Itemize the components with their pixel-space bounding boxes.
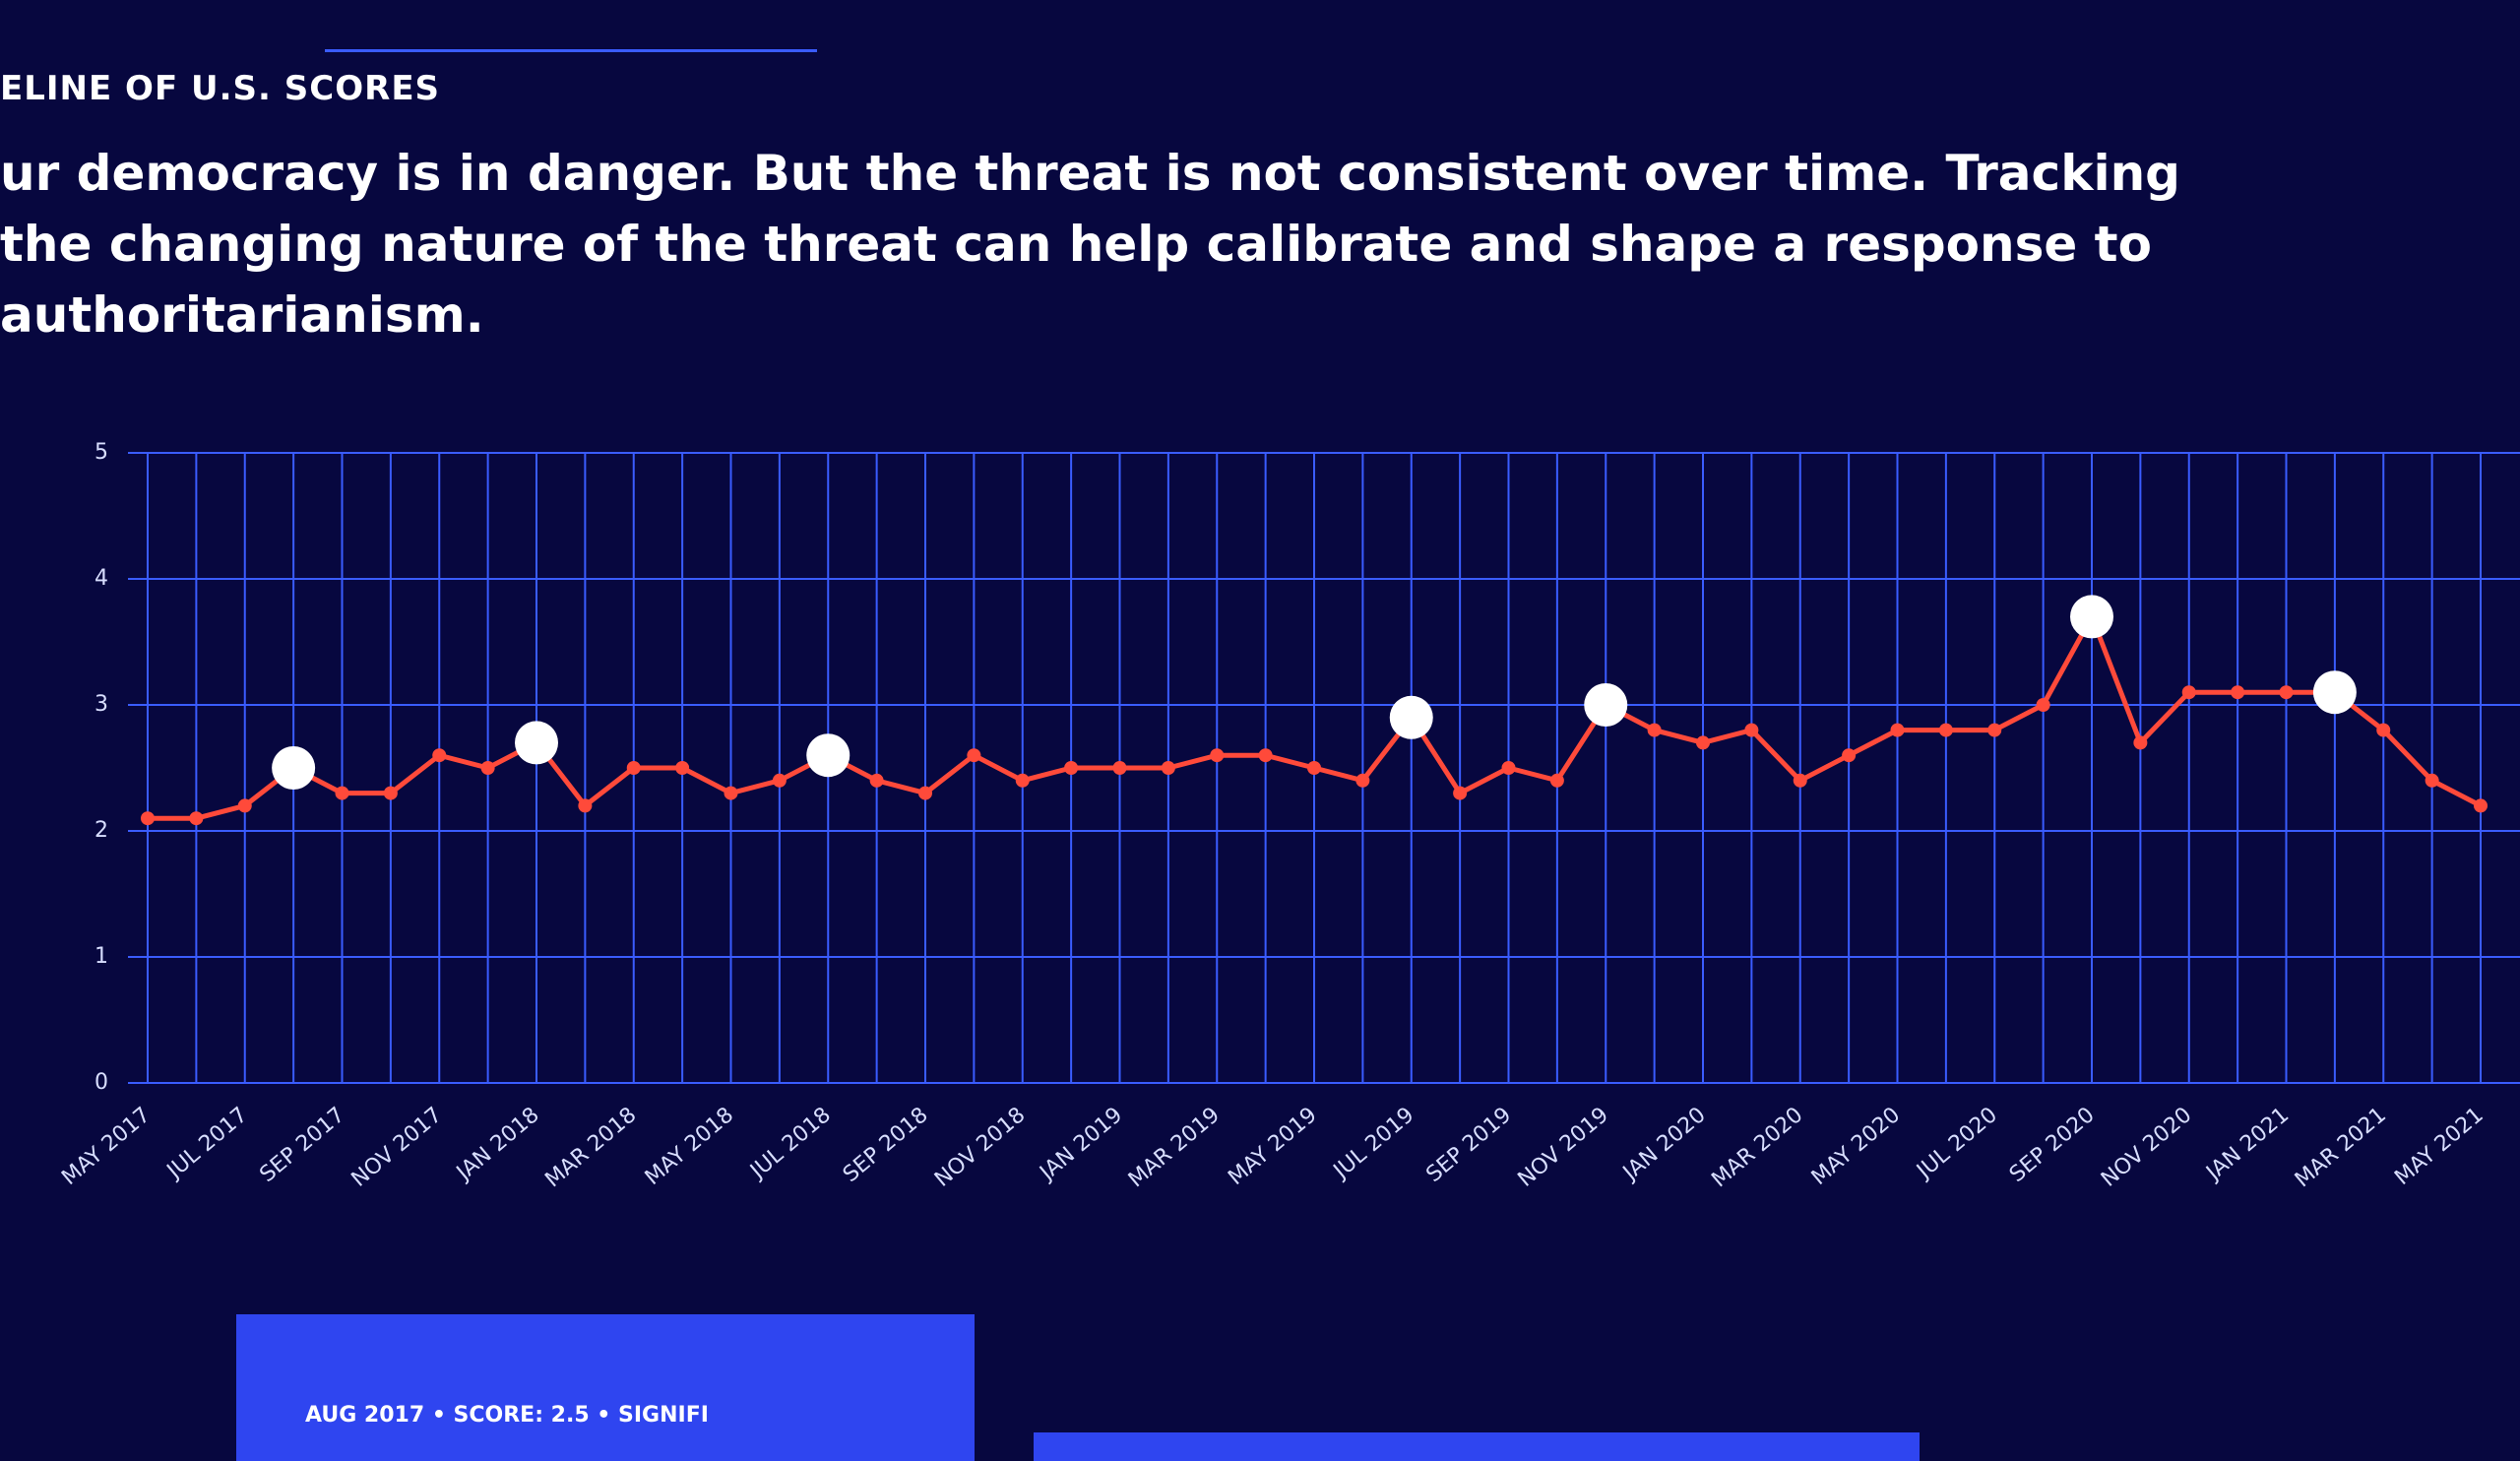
highlight-point	[1389, 695, 1433, 739]
data-point	[1842, 748, 1857, 763]
data-point	[383, 786, 398, 800]
data-point	[1987, 723, 2002, 737]
highlight-point	[272, 746, 316, 790]
data-point	[1501, 761, 1516, 775]
x-tick-label: SEP 2019	[1421, 1103, 1516, 1187]
x-tick-label: MAY 2018	[641, 1103, 738, 1190]
divider	[325, 49, 817, 52]
y-tick-label: 1	[94, 944, 108, 969]
data-point	[1744, 723, 1759, 737]
x-tick-label: JAN 2021	[2201, 1103, 2295, 1186]
x-tick-label: SEP 2020	[2005, 1103, 2100, 1187]
x-tick-label: JAN 2018	[451, 1103, 544, 1186]
x-tick-label: MAR 2020	[1707, 1103, 1807, 1192]
x-tick-label: MAY 2020	[1807, 1103, 1905, 1190]
x-tick-label: JUL 2019	[1328, 1103, 1419, 1184]
data-point	[1112, 761, 1127, 775]
data-point	[2425, 773, 2439, 788]
highlight-point	[2070, 595, 2113, 639]
data-point	[869, 773, 884, 788]
x-tick-label: SEP 2017	[255, 1103, 349, 1187]
x-tick-label: NOV 2017	[347, 1103, 447, 1192]
data-point	[189, 811, 204, 826]
data-point	[1015, 773, 1030, 788]
data-point	[1938, 723, 1953, 737]
data-point	[1307, 761, 1321, 775]
highlight-point	[2312, 670, 2357, 715]
x-tick-label: MAR 2021	[2291, 1103, 2391, 1192]
data-point	[1210, 748, 1225, 763]
highlight-point	[806, 733, 850, 778]
data-point	[1453, 786, 1468, 800]
highlight-point	[1584, 683, 1628, 727]
highlight-point	[515, 721, 558, 765]
x-tick-label: SEP 2018	[839, 1103, 933, 1187]
data-point	[772, 773, 787, 788]
x-tick-label: NOV 2020	[2097, 1103, 2196, 1192]
data-point	[2036, 698, 2050, 712]
description: ur democracy is in danger. But the threa…	[0, 145, 2180, 344]
x-tick-label: NOV 2018	[930, 1103, 1030, 1192]
x-tick-label: JAN 2019	[1035, 1103, 1128, 1186]
data-point	[675, 761, 690, 775]
data-point	[1355, 773, 1370, 788]
y-tick-label: 5	[94, 440, 108, 465]
data-point	[2133, 735, 2148, 750]
x-tick-label: JUL 2017	[161, 1103, 253, 1184]
data-point	[2181, 685, 2196, 700]
data-point	[2231, 685, 2245, 700]
y-tick-label: 4	[94, 566, 108, 591]
info-card: AUG 2017 • SCORE: 2.5 • SIGNIFI	[236, 1314, 975, 1461]
data-point	[1258, 748, 1273, 763]
x-tick-label: MAY 2019	[1224, 1103, 1321, 1190]
info-card	[1034, 1432, 1920, 1461]
data-point	[141, 811, 155, 826]
data-point	[578, 798, 593, 813]
data-point	[432, 748, 447, 763]
data-point	[1793, 773, 1807, 788]
data-point	[335, 786, 349, 800]
y-tick-label: 3	[94, 692, 108, 717]
card-text: AUG 2017 • SCORE: 2.5 • SIGNIFI	[305, 1403, 709, 1428]
data-point	[1696, 735, 1710, 750]
data-point	[237, 798, 252, 813]
data-point	[1161, 761, 1175, 775]
data-point	[1064, 761, 1079, 775]
data-point	[918, 786, 932, 800]
x-tick-label: MAR 2018	[540, 1103, 641, 1192]
data-point	[2376, 723, 2391, 737]
x-tick-label: JUL 2020	[1911, 1103, 2002, 1184]
data-point	[724, 786, 738, 800]
data-point	[2279, 685, 2294, 700]
data-point	[480, 761, 495, 775]
x-tick-label: MAY 2021	[2390, 1103, 2488, 1190]
y-tick-label: 0	[94, 1070, 108, 1095]
x-tick-label: MAR 2019	[1124, 1103, 1225, 1192]
data-point	[1890, 723, 1905, 737]
x-tick-label: JAN 2020	[1617, 1103, 1711, 1186]
data-point	[2474, 798, 2488, 813]
data-point	[967, 748, 981, 763]
x-tick-label: MAY 2017	[57, 1103, 155, 1190]
data-point	[1549, 773, 1564, 788]
data-point	[1647, 723, 1662, 737]
x-tick-label: JUL 2018	[744, 1103, 836, 1184]
data-point	[626, 761, 641, 775]
y-tick-label: 2	[94, 818, 108, 843]
x-tick-label: NOV 2019	[1514, 1103, 1613, 1192]
section-title: ELINE OF U.S. SCORES	[0, 69, 441, 108]
